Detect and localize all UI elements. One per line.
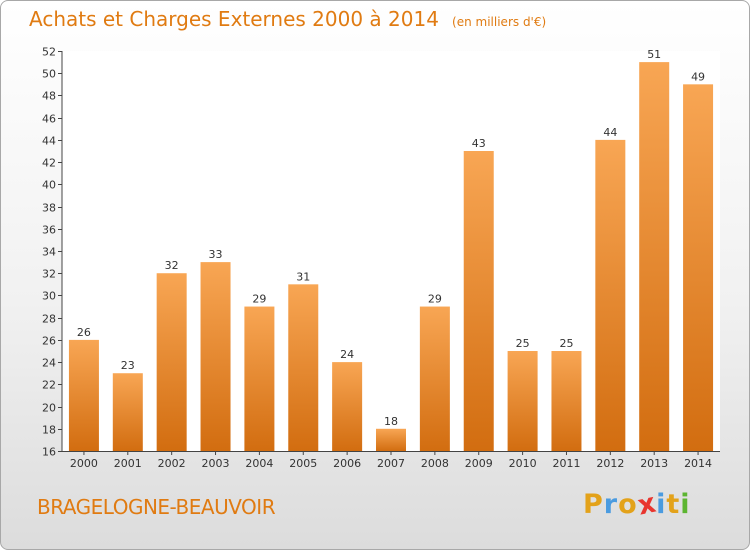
y-tick-label: 16 xyxy=(42,446,56,459)
y-tick-label: 42 xyxy=(42,157,56,170)
bar xyxy=(244,306,275,451)
y-tick-label: 28 xyxy=(42,313,56,326)
x-tick-label: 2006 xyxy=(333,457,361,470)
y-tick-label: 48 xyxy=(42,90,56,103)
x-tick-label: 2003 xyxy=(202,457,230,470)
bar-value-label: 43 xyxy=(472,137,486,150)
bar-value-label: 49 xyxy=(691,70,705,83)
bar-value-label: 33 xyxy=(209,248,223,261)
y-tick-label: 22 xyxy=(42,379,56,392)
chart-title: Achats et Charges Externes 2000 à 2014 xyxy=(29,7,439,31)
x-tick-label: 2012 xyxy=(596,457,624,470)
bar xyxy=(376,428,406,451)
logo-letter: r xyxy=(603,489,619,520)
x-tick-label: 2009 xyxy=(465,457,493,470)
logo-letter: i xyxy=(680,489,691,520)
bar xyxy=(463,151,494,451)
x-tick-label: 2005 xyxy=(289,457,317,470)
x-tick-label: 2004 xyxy=(245,457,273,470)
bar xyxy=(288,284,319,451)
bar xyxy=(639,62,670,451)
bar-value-label: 29 xyxy=(428,293,442,306)
bar xyxy=(332,362,363,451)
chart-title-block: Achats et Charges Externes 2000 à 2014 (… xyxy=(29,7,546,31)
y-tick-label: 34 xyxy=(42,246,56,259)
y-tick-label: 36 xyxy=(42,224,56,237)
y-tick-label: 32 xyxy=(42,268,56,281)
chart-unit: (en milliers d'€) xyxy=(452,15,547,29)
bar-value-label: 23 xyxy=(121,359,135,372)
bar xyxy=(419,306,450,451)
x-tick-label: 2000 xyxy=(70,457,98,470)
logo-letter: i xyxy=(656,489,667,520)
x-tick-label: 2008 xyxy=(421,457,449,470)
y-tick-label: 38 xyxy=(42,202,56,215)
x-tick-label: 2001 xyxy=(114,457,142,470)
y-tick-label: 20 xyxy=(42,402,56,415)
y-tick-label: 52 xyxy=(42,46,56,59)
y-tick-label: 30 xyxy=(42,290,56,303)
bar-value-label: 25 xyxy=(559,337,573,350)
x-tick-label: 2011 xyxy=(552,457,580,470)
y-tick-label: 18 xyxy=(42,424,56,437)
bar xyxy=(156,273,187,451)
commune-name: BRAGELOGNE-BEAUVOIR xyxy=(37,495,276,519)
bar xyxy=(551,351,582,451)
bar-value-label: 44 xyxy=(603,126,617,139)
bar-value-label: 51 xyxy=(647,48,661,61)
bar-value-label: 26 xyxy=(77,326,91,339)
y-tick-label: 40 xyxy=(42,179,56,192)
bar xyxy=(595,139,626,451)
logo-letter: o xyxy=(618,489,638,520)
bar xyxy=(507,351,538,451)
y-tick-label: 46 xyxy=(42,113,56,126)
bar-value-label: 31 xyxy=(296,270,310,283)
bar-value-label: 25 xyxy=(516,337,530,350)
proxiti-logo[interactable]: Proxiti xyxy=(583,487,691,521)
bar-value-label: 29 xyxy=(252,293,266,306)
bar xyxy=(68,339,99,451)
x-tick-label: 2013 xyxy=(640,457,668,470)
bar-value-label: 32 xyxy=(165,259,179,272)
bar-value-label: 18 xyxy=(384,415,398,428)
bar-value-label: 24 xyxy=(340,348,354,361)
x-tick-label: 2007 xyxy=(377,457,405,470)
x-tick-label: 2002 xyxy=(158,457,186,470)
bar xyxy=(200,262,231,451)
x-tick-label: 2010 xyxy=(509,457,537,470)
logo-letter: t xyxy=(666,489,681,520)
bar xyxy=(112,373,143,451)
bar xyxy=(683,84,714,451)
logo-letter: P xyxy=(583,489,604,520)
y-tick-label: 26 xyxy=(42,335,56,348)
y-tick-label: 44 xyxy=(42,135,56,148)
y-tick-label: 50 xyxy=(42,68,56,81)
x-tick-label: 2014 xyxy=(684,457,712,470)
y-tick-label: 24 xyxy=(42,357,56,370)
